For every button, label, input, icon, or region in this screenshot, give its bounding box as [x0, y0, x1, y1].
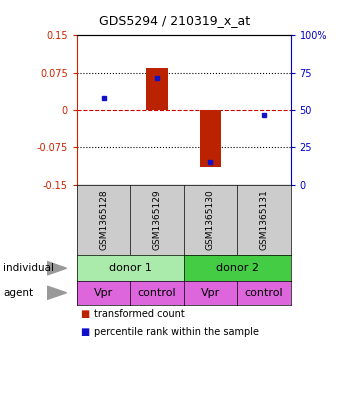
Polygon shape: [47, 261, 66, 275]
Text: GSM1365129: GSM1365129: [153, 190, 162, 250]
Text: control: control: [245, 288, 283, 298]
Text: Vpr: Vpr: [201, 288, 220, 298]
Text: Vpr: Vpr: [94, 288, 113, 298]
Text: GDS5294 / 210319_x_at: GDS5294 / 210319_x_at: [99, 14, 251, 27]
Text: transformed count: transformed count: [94, 309, 185, 320]
Text: ■: ■: [80, 309, 90, 320]
Polygon shape: [47, 286, 66, 299]
Text: GSM1365131: GSM1365131: [259, 190, 268, 250]
Text: donor 2: donor 2: [216, 263, 259, 273]
Text: agent: agent: [4, 288, 34, 298]
Bar: [200, 110, 221, 167]
Bar: [146, 68, 168, 110]
Text: GSM1365128: GSM1365128: [99, 190, 108, 250]
Text: donor 1: donor 1: [109, 263, 152, 273]
Text: percentile rank within the sample: percentile rank within the sample: [94, 327, 259, 337]
Text: ■: ■: [80, 327, 90, 337]
Text: individual: individual: [4, 263, 55, 273]
Text: control: control: [138, 288, 176, 298]
Text: GSM1365130: GSM1365130: [206, 190, 215, 250]
